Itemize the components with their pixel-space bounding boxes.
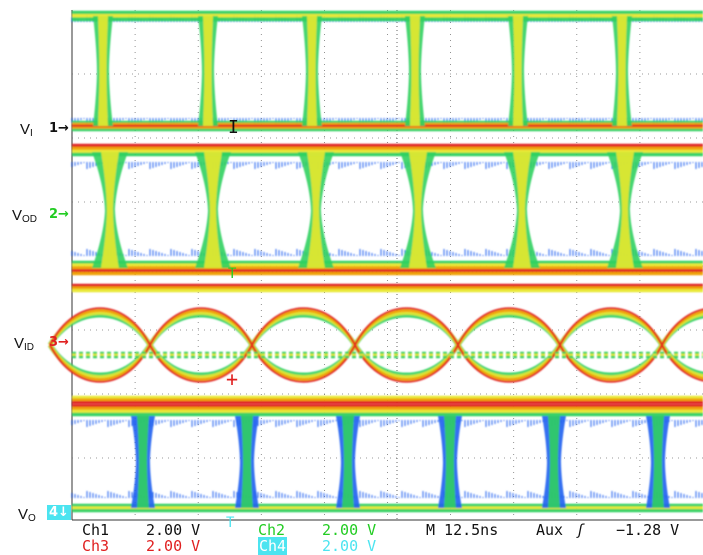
channel-name: Ch2 xyxy=(258,521,286,539)
label-main: V xyxy=(14,335,25,352)
svg-text:T: T xyxy=(226,515,235,531)
channel-number: 3 xyxy=(49,335,59,350)
channel-3-marker[interactable]: 3→ xyxy=(49,335,69,350)
channel-label-vi: VI xyxy=(20,121,33,139)
arrow-right-icon: → xyxy=(58,335,69,350)
ch1-scale: 2.00 V xyxy=(146,523,200,538)
label-main: V xyxy=(20,121,31,138)
channel-label-vod: VOD xyxy=(12,207,37,225)
label-sub: ID xyxy=(24,342,35,353)
channel-number: 2 xyxy=(49,207,59,222)
channel-number: 4 xyxy=(49,505,59,520)
label-sub: OD xyxy=(22,214,38,225)
trigger-source-label: Aux xyxy=(536,521,564,539)
channel-label-vo: VO xyxy=(18,506,36,524)
arrow-right-icon: → xyxy=(58,207,69,222)
waveform-ch2 xyxy=(71,143,703,276)
waveform-ch3 xyxy=(47,283,703,405)
ch3-readout: Ch3 xyxy=(82,539,109,554)
scale-value: 2.00 V xyxy=(146,537,201,555)
scale-value: 2.00 V xyxy=(146,521,201,539)
channel-label-vid: VID xyxy=(14,335,34,353)
channel-4-marker[interactable]: 4↓ xyxy=(47,505,71,520)
svg-text:+: + xyxy=(226,367,238,391)
ch1-readout: Ch1 xyxy=(82,523,109,538)
arrow-down-icon: ↓ xyxy=(58,505,69,520)
channel-name: Ch4 xyxy=(258,537,288,555)
arrow-right-icon: → xyxy=(58,121,69,136)
label-sub: O xyxy=(28,513,36,524)
channel-2-marker[interactable]: 2→ xyxy=(49,207,69,222)
timebase-value: M 12.5ns xyxy=(426,521,499,539)
ch2-readout: Ch2 xyxy=(258,523,285,538)
svg-text:T: T xyxy=(228,266,237,282)
ch3-scale: 2.00 V xyxy=(146,539,200,554)
waveform-ch4 xyxy=(71,403,703,513)
trigger-source: Aux xyxy=(536,523,563,538)
ch2-scale: 2.00 V xyxy=(322,523,376,538)
channel-name: Ch1 xyxy=(82,521,110,539)
rising-edge-icon: ʃ xyxy=(576,521,586,539)
channel-number: 1 xyxy=(49,121,59,136)
ch4-readout: Ch4 xyxy=(258,537,288,555)
trigger-level: −1.28 V xyxy=(616,523,679,538)
scale-value: 2.00 V xyxy=(322,521,377,539)
ch4-scale: 2.00 V xyxy=(322,539,376,554)
label-sub: I xyxy=(30,128,33,139)
label-main: V xyxy=(12,207,23,224)
trigger-level-value: −1.28 V xyxy=(616,521,680,539)
timebase-readout: M 12.5ns xyxy=(426,523,498,538)
channel-1-marker[interactable]: 1→ xyxy=(49,121,69,136)
trigger-markers: I + T T xyxy=(226,117,239,531)
waveform-ch1 xyxy=(71,10,703,132)
trigger-slope-icon: ʃ xyxy=(576,523,585,538)
scale-value: 2.00 V xyxy=(322,537,377,555)
label-main: V xyxy=(18,506,29,523)
channel-name: Ch3 xyxy=(82,537,110,555)
svg-text:I: I xyxy=(228,117,239,138)
